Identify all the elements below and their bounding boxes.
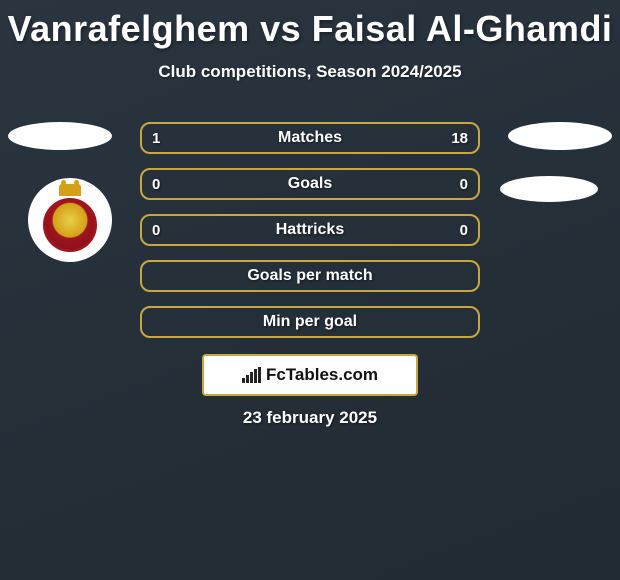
team-crest-left [28, 178, 112, 262]
stat-row-goals: 0 Goals 0 [140, 168, 480, 200]
stat-label: Min per goal [263, 313, 357, 331]
subtitle: Club competitions, Season 2024/2025 [0, 62, 620, 82]
stat-label: Hattricks [276, 221, 344, 239]
stat-row-hattricks: 0 Hattricks 0 [140, 214, 480, 246]
right-placeholder-ellipse-2 [500, 176, 598, 202]
stat-label: Goals per match [247, 267, 372, 285]
date-text: 23 february 2025 [0, 408, 620, 428]
stat-left-value: 0 [152, 176, 176, 193]
stat-row-goals-per-match: Goals per match [140, 260, 480, 292]
stat-right-value: 0 [444, 176, 468, 193]
stat-left-value: 1 [152, 130, 176, 147]
brand-text: FcTables.com [266, 365, 378, 385]
stats-container: 1 Matches 18 0 Goals 0 0 Hattricks 0 Goals per ma… [140, 122, 480, 352]
comparison-title: Vanrafelghem vs Faisal Al-Ghamdi [0, 0, 620, 50]
stat-label: Goals [288, 175, 332, 193]
stat-label: Matches [278, 129, 342, 147]
crest-icon [39, 184, 101, 256]
brand-badge[interactable]: FcTables.com [202, 354, 418, 396]
left-placeholder-ellipse-1 [8, 122, 112, 150]
right-placeholder-ellipse-1 [508, 122, 612, 150]
stat-row-matches: 1 Matches 18 [140, 122, 480, 154]
bars-icon [242, 367, 262, 383]
stat-right-value: 18 [444, 130, 468, 147]
stat-left-value: 0 [152, 222, 176, 239]
stat-row-min-per-goal: Min per goal [140, 306, 480, 338]
stat-right-value: 0 [444, 222, 468, 239]
